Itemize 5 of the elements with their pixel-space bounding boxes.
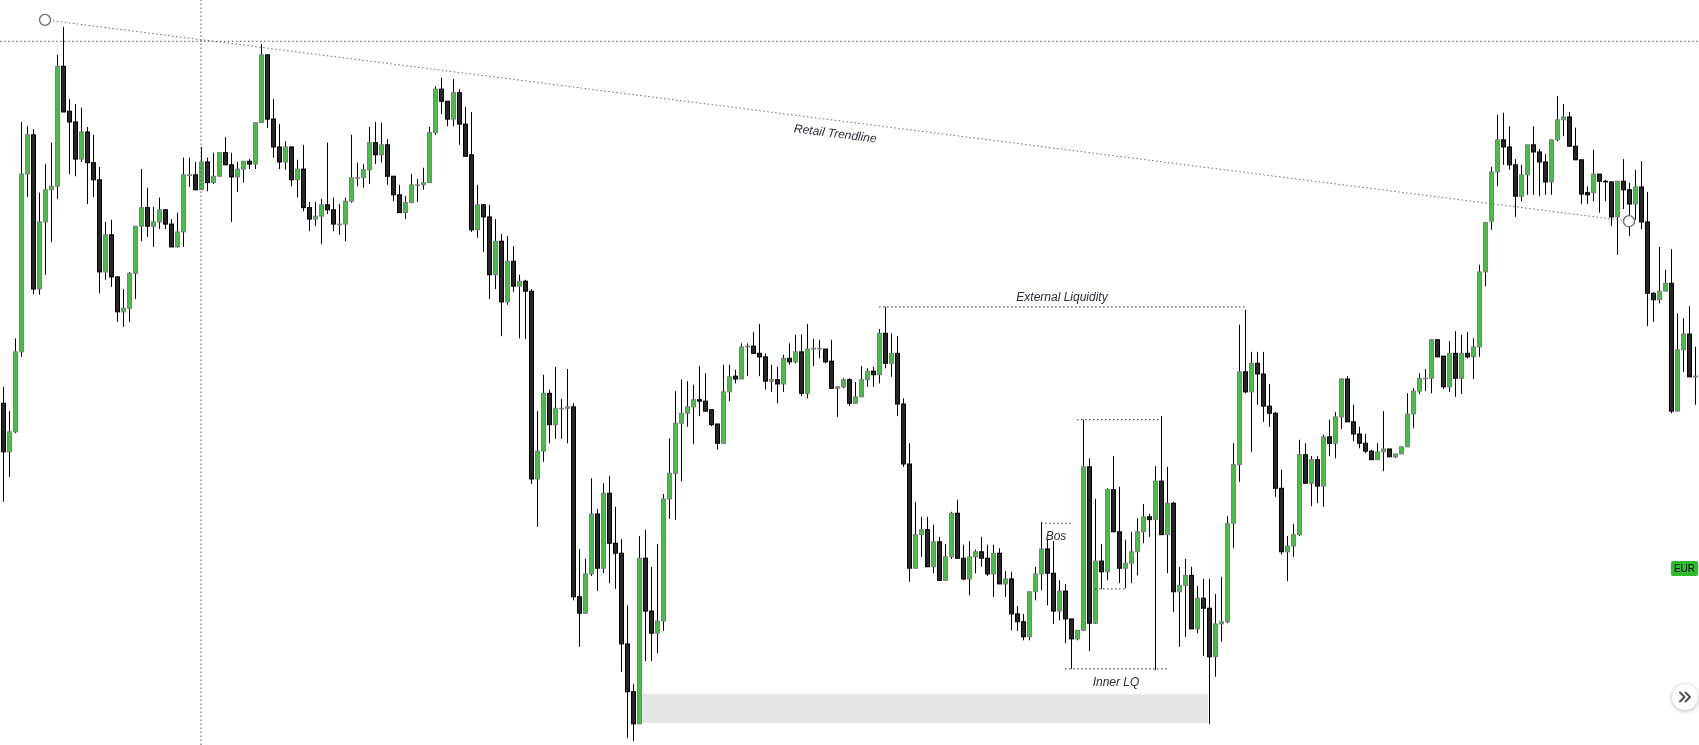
- series-label: Bos: [1045, 529, 1067, 544]
- series-label: External Liquidity: [1016, 289, 1109, 304]
- series-label: Inner LQ: [1092, 674, 1140, 689]
- annotation: EUR: [1670, 561, 1698, 576]
- text: Retail Trendline: [793, 121, 878, 146]
